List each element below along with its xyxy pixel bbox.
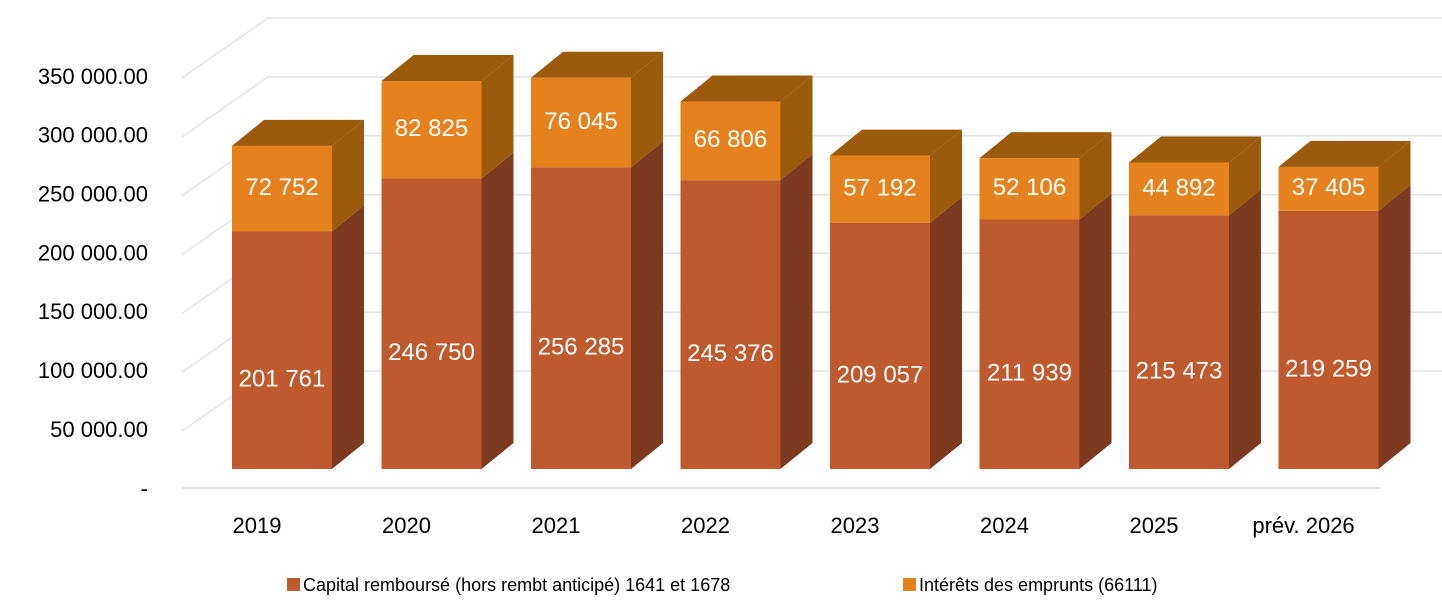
y-tick-label: 50 000.00 [50,417,148,442]
x-tick-label: 2021 [532,513,581,538]
bar-front [232,145,332,232]
bar-front [1278,210,1379,470]
value-label: 215 473 [1136,358,1223,385]
value-label: 76 045 [544,108,617,135]
bar-top [232,119,364,146]
legend-swatch [903,578,916,591]
value-label: 246 750 [388,339,475,366]
bar-top [1129,136,1261,163]
bar-front [232,231,332,469]
bar-side [1378,140,1411,211]
y-tick-label: 150 000.00 [38,299,148,324]
x-tick-label: 2022 [681,513,730,538]
value-label: 82 825 [395,115,468,142]
bar-segment [1129,189,1261,470]
bar-front [830,222,930,469]
bar-side [1378,184,1411,470]
bar-segment [232,205,364,469]
bar-front [1278,166,1379,211]
grid-line [181,76,1442,138]
bar-segment [531,141,663,469]
bar-side [1079,132,1112,220]
bar-side [930,196,962,470]
bar-front [680,180,781,469]
bar-front [381,178,482,470]
bar-front [1129,162,1229,216]
bar-top [979,132,1112,159]
legend-label: Intérêts des emprunts (66111) [919,575,1157,595]
x-tick-label: prév. 2026 [1252,513,1354,538]
bar-side [930,129,962,223]
bar-segment [830,129,962,223]
y-tick-label: 100 000.00 [38,358,148,383]
bar-front [680,101,781,181]
bar-segment [1278,140,1411,211]
y-tick-label: 250 000.00 [38,182,148,207]
value-label: 209 057 [837,361,924,388]
value-label: 201 761 [239,366,326,393]
bar-segment [1278,184,1411,470]
value-label: 256 285 [538,334,625,361]
bar-top [830,129,962,156]
bar-front [979,158,1080,220]
bar-segment [979,132,1112,220]
bar-segment [979,193,1112,469]
bar-side [481,152,514,470]
bar-front [1129,215,1229,469]
value-label: 245 376 [687,340,774,367]
bar-front [531,77,631,168]
bar-top [531,51,663,78]
value-label: 211 939 [987,360,1072,387]
y-tick-label: - [141,476,148,501]
bar-segment [680,154,813,469]
y-tick-label: 300 000.00 [38,123,148,148]
bar-side [481,55,514,179]
bar-side [631,51,663,168]
bar-segment [381,55,514,179]
x-tick-label: 2024 [980,513,1029,538]
bar-segment [830,196,962,470]
legend-swatch [287,578,300,591]
bar-side [1229,189,1261,470]
bar-front [381,81,482,179]
value-label: 44 892 [1142,174,1215,201]
bar-side [780,154,813,469]
y-tick-label: 200 000.00 [38,240,148,265]
bar-top [381,55,514,82]
bar-front [979,219,1080,469]
grid-line [181,17,1442,79]
bar-side [332,119,364,232]
y-tick-label: 350 000.00 [38,64,148,89]
bar-front [830,155,930,223]
value-label: 72 752 [245,174,318,201]
bar-side [1229,136,1261,216]
value-label: 57 192 [843,175,916,202]
bar-side [631,141,663,469]
value-label: 37 405 [1292,174,1365,201]
value-label: 52 106 [993,174,1066,201]
x-tick-label: 2020 [382,513,431,538]
bar-segment [381,152,514,470]
bar-segment [232,119,364,232]
bar-side [332,205,364,469]
x-tick-label: 2019 [233,513,282,538]
bar-segment [531,51,663,168]
bar-segment [680,75,813,181]
bar-side [1079,193,1112,469]
x-tick-label: 2023 [831,513,880,538]
bar-side [780,75,813,181]
value-label: 66 806 [694,126,767,153]
bar-top [680,75,813,102]
x-tick-label: 2025 [1130,513,1179,538]
bar-top [1278,140,1411,167]
legend-label: Capital remboursé (hors rembt anticipé) … [303,575,730,595]
bar-front [531,167,631,469]
value-label: 219 259 [1285,355,1372,382]
bar-segment [1129,136,1261,216]
